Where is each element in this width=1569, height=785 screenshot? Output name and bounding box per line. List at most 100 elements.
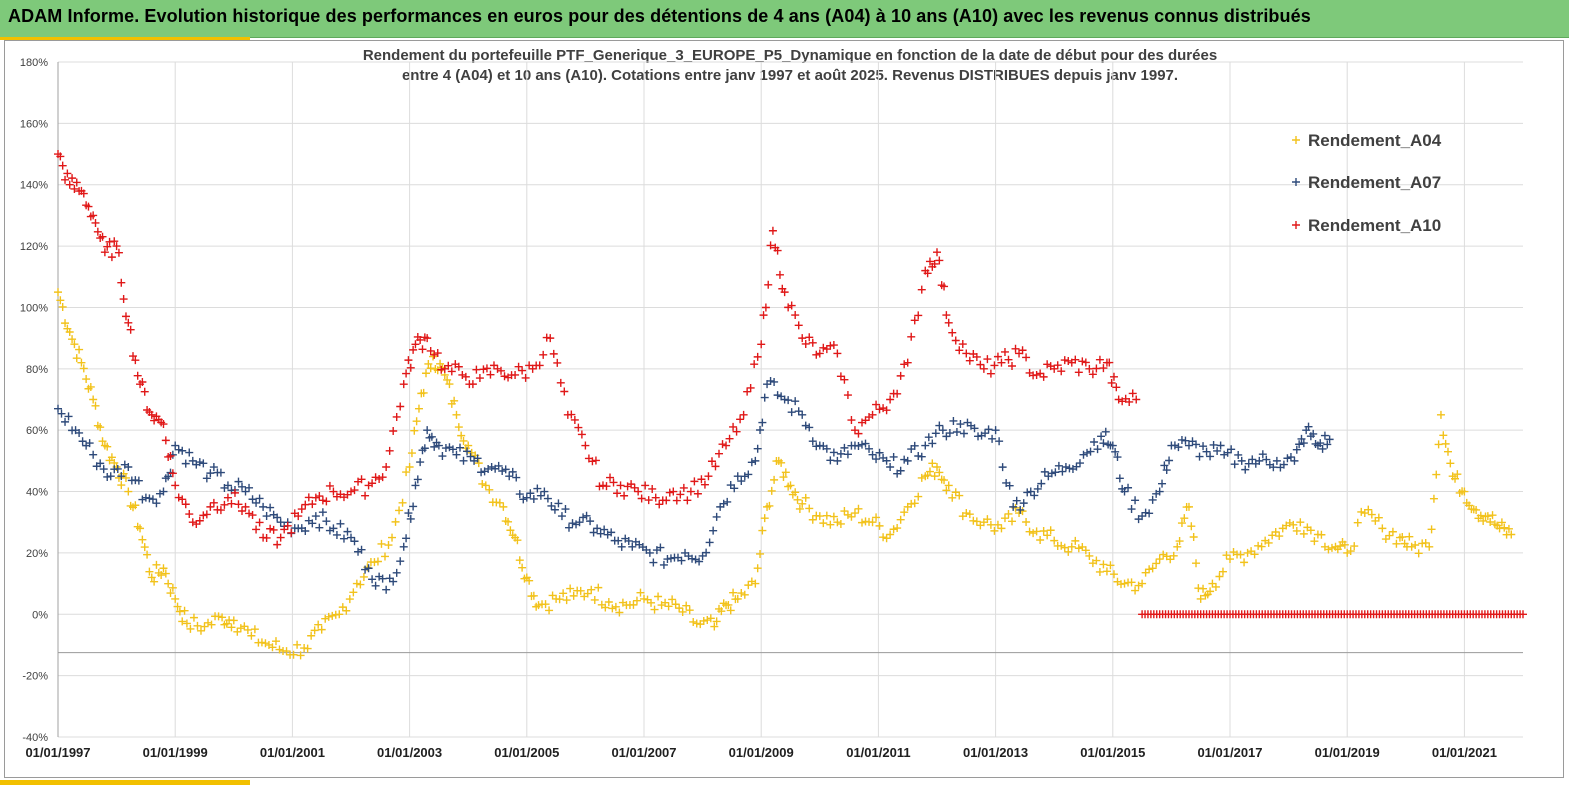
data-point-interp (61, 417, 70, 426)
data-point-interp (690, 477, 699, 486)
data-point (1425, 542, 1434, 551)
data-point-interp (252, 498, 261, 507)
data-point (100, 248, 109, 257)
data-point-interp (662, 496, 671, 505)
data-point-interp (986, 520, 995, 529)
data-point-interp (501, 465, 510, 474)
data-point-interp (131, 356, 140, 365)
data-point-interp (917, 285, 926, 294)
data-point-interp (315, 492, 324, 501)
data-point (1067, 542, 1076, 551)
data-point (429, 352, 438, 361)
data-point-interp (583, 589, 592, 598)
data-point-interp (595, 482, 604, 491)
data-point-interp (318, 508, 327, 517)
data-point-interp (679, 483, 688, 492)
data-point-interp (882, 456, 891, 465)
data-point-interp (1092, 556, 1101, 565)
data-point (598, 481, 607, 490)
data-point-interp (636, 588, 645, 597)
data-point-interp (195, 458, 204, 467)
data-point-interp (1131, 586, 1140, 595)
data-point (974, 432, 983, 441)
data-point-interp (1427, 525, 1436, 534)
data-point-interp (1051, 468, 1060, 477)
data-point-interp (495, 498, 504, 507)
data-point-interp (677, 556, 686, 565)
data-point (1138, 579, 1147, 588)
data-point-interp (75, 345, 84, 354)
data-point-interp (409, 502, 418, 511)
data-point (182, 619, 191, 628)
data-point (388, 533, 397, 542)
data-point-interp (245, 509, 254, 518)
data-point-interp (602, 482, 611, 491)
data-point (751, 579, 760, 588)
data-point-interp (682, 601, 691, 610)
data-point-interp (882, 406, 891, 415)
data-point-interp (1148, 564, 1157, 573)
data-point-interp (173, 602, 182, 611)
data-point-interp (949, 416, 958, 425)
data-point-interp (1109, 570, 1118, 579)
data-point-interp (512, 473, 521, 482)
data-point-interp (1029, 529, 1038, 538)
data-point-interp (879, 533, 888, 542)
data-point (1097, 432, 1106, 441)
chart-title: Rendement du portefeuille PTF_Generique_… (240, 46, 1340, 86)
data-point-interp (854, 429, 863, 438)
data-point-interp (907, 332, 916, 341)
data-point-interp (1099, 560, 1108, 569)
data-point-interp (378, 574, 387, 583)
data-point-interp (699, 616, 708, 625)
data-point-interp (945, 429, 954, 438)
data-point-interp (1177, 519, 1186, 528)
data-point (1226, 555, 1234, 564)
data-point-interp (756, 549, 765, 558)
data-point-interp (805, 333, 814, 342)
data-point-interp (1039, 526, 1048, 535)
data-point-interp (779, 473, 788, 482)
data-point-interp (808, 338, 817, 347)
data-point-interp (209, 498, 218, 507)
data-point-interp (63, 169, 72, 178)
data-point-interp (185, 448, 194, 457)
data-point-interp (725, 434, 734, 443)
data-point (229, 616, 238, 625)
data-point-interp (310, 626, 319, 635)
data-point-interp (157, 571, 166, 580)
data-point-interp (58, 302, 67, 311)
data-point (593, 524, 602, 533)
data-point-interp (579, 513, 588, 522)
data-point-interp (410, 426, 419, 435)
data-point-interp (178, 495, 187, 504)
data-point-zero (1519, 610, 1527, 619)
data-point-interp (840, 375, 849, 384)
data-point (1085, 551, 1094, 560)
data-point-interp (972, 517, 981, 526)
data-point-interp (1180, 514, 1189, 523)
data-point-interp (801, 421, 810, 430)
data-point (458, 370, 467, 379)
data-point-interp (843, 510, 852, 519)
data-point-interp (1405, 532, 1414, 541)
data-point-interp (402, 369, 411, 378)
data-point-interp (854, 504, 863, 513)
data-point (223, 481, 232, 490)
data-point-interp (1078, 357, 1087, 366)
data-point-interp (93, 227, 102, 236)
data-point-interp (564, 523, 573, 532)
data-point-interp (717, 607, 726, 616)
data-point-interp (248, 511, 257, 520)
data-point-interp (339, 534, 348, 543)
data-point-interp (336, 519, 345, 528)
data-point-interp (940, 282, 949, 291)
data-point-interp (1411, 541, 1420, 550)
data-point-interp (349, 588, 358, 597)
data-point-interp (1072, 462, 1081, 471)
data-point-interp (134, 476, 143, 485)
data-point (487, 463, 496, 471)
legend-item: Rendement_A10 (1292, 216, 1441, 235)
data-point-interp (420, 444, 429, 453)
data-point-interp (1166, 555, 1175, 564)
